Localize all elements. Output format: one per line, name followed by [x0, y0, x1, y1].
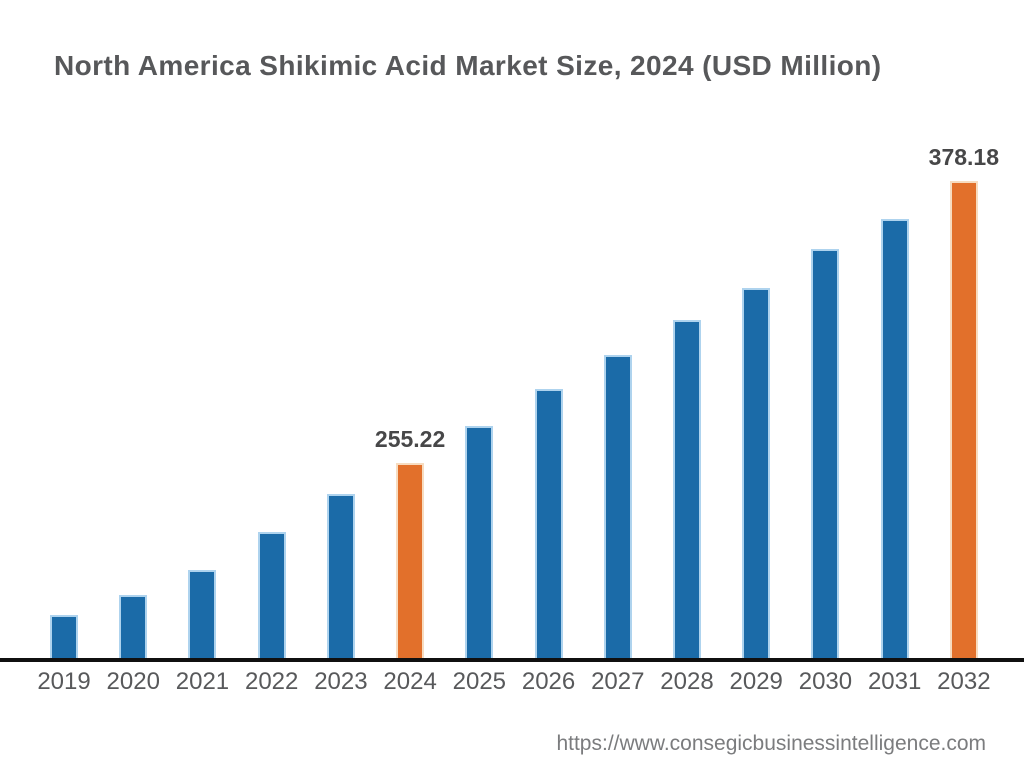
bar-column-2020 [119, 131, 148, 658]
x-tick-label-2025: 2025 [452, 668, 507, 695]
x-label-slot-2020: 2020 [107, 668, 160, 696]
bar-column-2023 [326, 131, 355, 658]
x-tick-label-2020: 2020 [106, 668, 160, 695]
x-label-slot-2032: 2032 [937, 668, 990, 696]
highlighted-bar-2024 [396, 463, 425, 658]
bar-column-2030 [811, 131, 840, 658]
bar-column-2021 [188, 131, 217, 658]
bar-2023 [326, 494, 355, 658]
bar-column-2028 [672, 131, 701, 658]
bar-2028 [672, 320, 701, 658]
source-url: https://www.consegicbusinessintelligence… [556, 732, 986, 755]
bar-column-2025 [465, 131, 494, 658]
x-label-slot-2019: 2019 [37, 668, 90, 696]
x-label-slot-2025: 2025 [453, 668, 506, 696]
x-label-slot-2024: 2024 [383, 668, 436, 696]
x-label-slot-2031: 2031 [868, 668, 921, 696]
bar-2027 [603, 355, 632, 658]
x-tick-label-2027: 2027 [591, 668, 645, 695]
x-axis-labels: 2019 2020 2021 2022 2023 2024 2025 2026 2027 2028… [37, 668, 990, 696]
bar-2020 [119, 595, 148, 658]
bar-2029 [742, 288, 771, 658]
x-tick-label-2028: 2028 [660, 668, 714, 695]
bar-2031 [880, 219, 909, 658]
highlighted-bar-2032 [949, 181, 978, 658]
bar-2021 [188, 570, 217, 658]
bar-column-2031 [880, 131, 909, 658]
x-label-slot-2021: 2021 [176, 668, 229, 696]
chart-title: North America Shikimic Acid Market Size,… [54, 50, 882, 81]
x-label-slot-2030: 2030 [799, 668, 852, 696]
x-tick-label-2029: 2029 [729, 668, 783, 695]
x-axis-line [0, 658, 1024, 662]
x-tick-label-2031: 2031 [867, 668, 922, 695]
bar-2022 [257, 532, 286, 658]
x-tick-label-2023: 2023 [314, 668, 368, 695]
bar-column-2027 [603, 131, 632, 658]
x-label-slot-2022: 2022 [245, 668, 298, 696]
bar-2026 [534, 389, 563, 658]
bar-column-2024: 255.22 [375, 131, 445, 658]
x-tick-label-2024: 2024 [383, 668, 437, 695]
x-label-slot-2023: 2023 [314, 668, 367, 696]
x-label-slot-2028: 2028 [660, 668, 713, 696]
value-label-2032: 378.18 [928, 144, 1000, 170]
plot-area: 255.22 378.18 [50, 131, 999, 658]
x-tick-label-2021: 2021 [175, 668, 230, 695]
x-tick-label-2032: 2032 [937, 668, 991, 695]
bar-2019 [50, 615, 78, 658]
x-tick-label-2030: 2030 [798, 668, 853, 695]
x-tick-label-2022: 2022 [244, 668, 299, 695]
bar-column-2029 [742, 131, 771, 658]
x-tick-label-2026: 2026 [521, 668, 576, 695]
x-label-slot-2026: 2026 [522, 668, 575, 696]
value-label-2024: 255.22 [374, 426, 446, 452]
bar-2025 [465, 426, 494, 658]
bar-column-2026 [534, 131, 563, 658]
bar-column-2032: 378.18 [929, 131, 999, 658]
bar-2030 [811, 249, 840, 658]
bar-column-2022 [257, 131, 286, 658]
bar-column-2019 [50, 131, 78, 658]
x-tick-label-2019: 2019 [37, 668, 91, 695]
x-label-slot-2029: 2029 [730, 668, 783, 696]
x-label-slot-2027: 2027 [591, 668, 644, 696]
